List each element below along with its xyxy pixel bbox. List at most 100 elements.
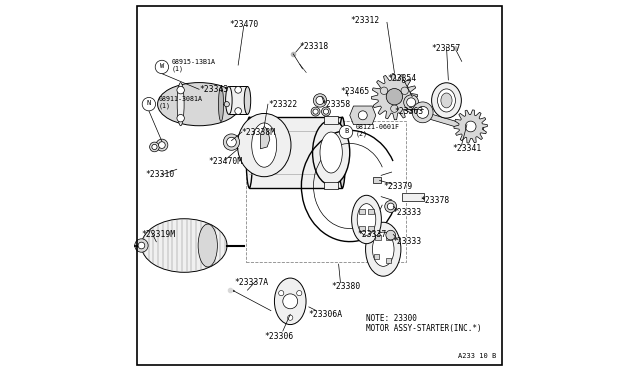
Text: *23318: *23318 bbox=[300, 42, 329, 51]
Circle shape bbox=[138, 242, 145, 249]
Bar bbox=[229, 87, 248, 115]
Circle shape bbox=[235, 87, 241, 93]
Circle shape bbox=[316, 96, 324, 105]
Text: B: B bbox=[344, 128, 348, 134]
Circle shape bbox=[313, 109, 318, 114]
Circle shape bbox=[390, 105, 398, 112]
Ellipse shape bbox=[357, 204, 376, 235]
Text: *23378: *23378 bbox=[420, 196, 450, 205]
Circle shape bbox=[156, 60, 168, 74]
Text: *23306A: *23306A bbox=[309, 310, 343, 319]
Circle shape bbox=[417, 106, 429, 118]
Ellipse shape bbox=[218, 87, 223, 121]
Text: *23338M: *23338M bbox=[242, 128, 276, 137]
Ellipse shape bbox=[237, 113, 291, 177]
Text: *23343: *23343 bbox=[199, 85, 228, 94]
Ellipse shape bbox=[431, 83, 461, 118]
Circle shape bbox=[227, 137, 236, 147]
Circle shape bbox=[406, 98, 415, 107]
Circle shape bbox=[150, 142, 159, 152]
Text: *23380: *23380 bbox=[331, 282, 360, 291]
Text: *23333: *23333 bbox=[392, 237, 422, 246]
Text: *23341: *23341 bbox=[452, 144, 481, 153]
Circle shape bbox=[314, 94, 326, 107]
Ellipse shape bbox=[372, 232, 394, 266]
Text: 08911-3081A
(1): 08911-3081A (1) bbox=[159, 96, 202, 109]
Bar bbox=[368, 209, 374, 214]
Circle shape bbox=[323, 109, 328, 114]
Ellipse shape bbox=[312, 120, 349, 185]
Text: *23470: *23470 bbox=[229, 20, 259, 29]
Bar bbox=[374, 254, 379, 259]
Bar bbox=[386, 258, 391, 263]
Ellipse shape bbox=[438, 89, 456, 112]
Circle shape bbox=[387, 203, 394, 210]
Text: *23379: *23379 bbox=[383, 182, 413, 190]
Circle shape bbox=[152, 144, 157, 150]
Text: *23322: *23322 bbox=[268, 100, 297, 109]
Circle shape bbox=[311, 107, 320, 116]
Ellipse shape bbox=[198, 224, 218, 267]
Text: *23337A: *23337A bbox=[234, 278, 269, 287]
Text: A233 10 B: A233 10 B bbox=[458, 353, 496, 359]
Bar bbox=[250, 117, 342, 188]
Text: *23337: *23337 bbox=[357, 230, 387, 239]
Bar bbox=[376, 235, 381, 240]
Text: N: N bbox=[147, 100, 151, 106]
Circle shape bbox=[159, 142, 165, 148]
Text: *23470M: *23470M bbox=[209, 157, 243, 166]
Bar bbox=[402, 193, 424, 201]
Polygon shape bbox=[349, 106, 376, 125]
Ellipse shape bbox=[246, 117, 253, 188]
Circle shape bbox=[401, 87, 408, 94]
Circle shape bbox=[386, 89, 403, 105]
Polygon shape bbox=[371, 74, 417, 120]
Circle shape bbox=[235, 108, 241, 115]
Ellipse shape bbox=[157, 83, 241, 126]
Text: *23306: *23306 bbox=[264, 332, 294, 341]
Bar bbox=[324, 116, 338, 124]
Circle shape bbox=[297, 291, 302, 296]
Text: *23358: *23358 bbox=[322, 100, 351, 109]
Circle shape bbox=[177, 115, 184, 122]
Circle shape bbox=[321, 107, 330, 116]
Bar bbox=[324, 182, 338, 189]
Circle shape bbox=[465, 121, 476, 132]
Circle shape bbox=[135, 239, 148, 252]
Bar bbox=[246, 121, 406, 262]
Ellipse shape bbox=[244, 87, 251, 115]
Ellipse shape bbox=[320, 132, 342, 173]
Circle shape bbox=[386, 230, 396, 240]
Bar bbox=[368, 226, 374, 231]
Text: W: W bbox=[160, 63, 164, 69]
Text: *23363: *23363 bbox=[394, 107, 424, 116]
Circle shape bbox=[385, 201, 397, 212]
Circle shape bbox=[412, 102, 433, 123]
Text: *23319M: *23319M bbox=[141, 230, 175, 239]
Ellipse shape bbox=[339, 117, 346, 188]
Circle shape bbox=[339, 125, 353, 139]
Polygon shape bbox=[454, 110, 488, 143]
Text: *23465: *23465 bbox=[340, 87, 370, 96]
Circle shape bbox=[283, 294, 298, 309]
Text: NOTE: 23300
MOTOR ASSY-STARTER(INC.*): NOTE: 23300 MOTOR ASSY-STARTER(INC.*) bbox=[367, 314, 482, 333]
Ellipse shape bbox=[275, 278, 306, 324]
Bar bbox=[359, 226, 365, 231]
Polygon shape bbox=[417, 110, 484, 132]
Ellipse shape bbox=[351, 195, 381, 244]
Bar bbox=[359, 209, 365, 214]
Text: *23354: *23354 bbox=[387, 74, 416, 83]
Text: *23312: *23312 bbox=[350, 16, 380, 25]
Polygon shape bbox=[260, 126, 270, 149]
Bar bbox=[386, 235, 391, 240]
Text: 08915-13B1A
(1): 08915-13B1A (1) bbox=[172, 59, 216, 72]
Ellipse shape bbox=[441, 93, 452, 108]
Circle shape bbox=[223, 134, 239, 150]
Bar bbox=[373, 177, 381, 183]
Circle shape bbox=[177, 86, 184, 94]
Text: *23333: *23333 bbox=[392, 208, 422, 217]
Circle shape bbox=[387, 89, 402, 104]
Circle shape bbox=[380, 87, 388, 94]
Circle shape bbox=[142, 97, 156, 111]
Text: *23310: *23310 bbox=[146, 170, 175, 179]
